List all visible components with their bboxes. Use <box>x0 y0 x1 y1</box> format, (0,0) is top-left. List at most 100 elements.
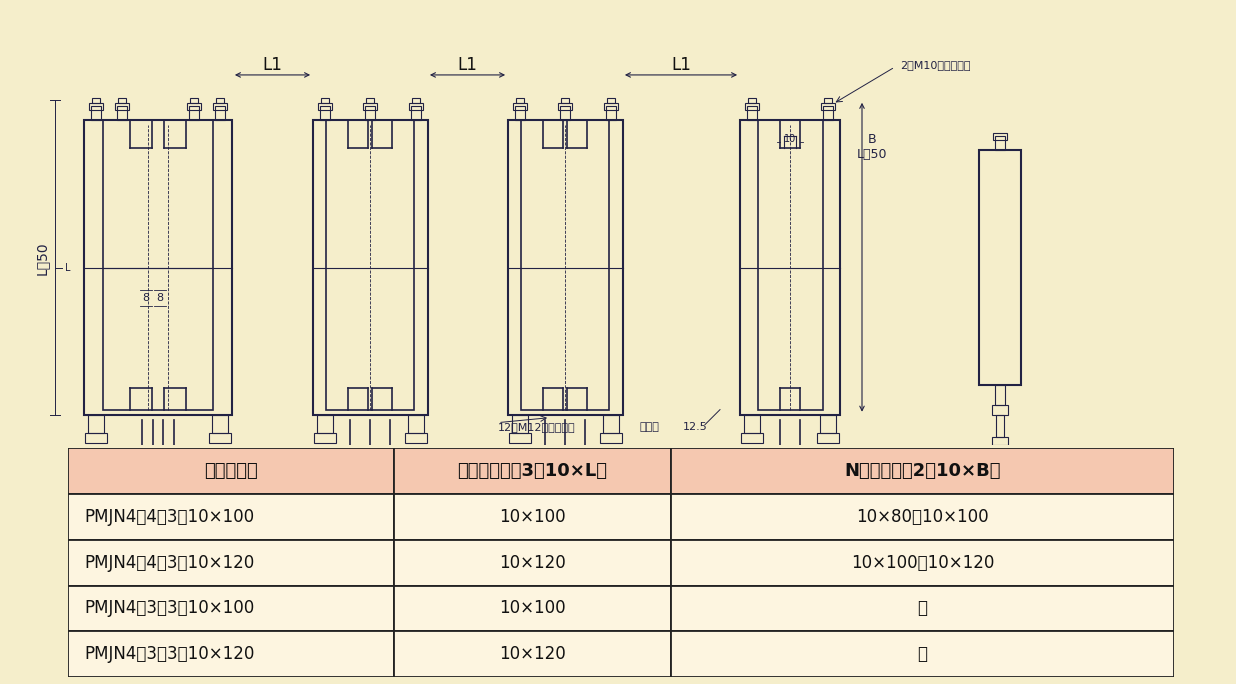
Bar <box>216 98 224 103</box>
Bar <box>995 136 1005 150</box>
Bar <box>823 106 833 120</box>
Bar <box>979 150 1021 384</box>
Text: 型号及规格: 型号及规格 <box>204 462 258 480</box>
Bar <box>742 432 763 443</box>
Bar <box>996 415 1004 436</box>
Bar <box>671 540 1174 586</box>
Text: 12.5: 12.5 <box>756 460 776 469</box>
Bar <box>89 103 103 110</box>
Bar <box>408 415 424 432</box>
Bar <box>512 415 528 432</box>
Text: L1: L1 <box>457 56 477 74</box>
Bar <box>326 120 414 410</box>
Text: 100: 100 <box>147 477 168 488</box>
Text: 12.5: 12.5 <box>126 460 146 469</box>
Bar <box>209 432 231 443</box>
Bar <box>671 586 1174 631</box>
Text: L＋50: L＋50 <box>857 148 887 161</box>
Text: PMJN4－3－3－10×120: PMJN4－3－3－10×120 <box>84 645 255 663</box>
Bar <box>394 448 671 494</box>
Bar <box>744 415 760 432</box>
Bar <box>117 106 127 120</box>
Bar <box>993 436 1009 445</box>
Text: －: － <box>917 645 927 663</box>
Text: 绹缘框: 绹缘框 <box>640 421 660 432</box>
Bar <box>993 133 1007 140</box>
Text: N母线规格（2－10×B）: N母线规格（2－10×B） <box>844 462 1001 480</box>
Text: 10×100、10×120: 10×100、10×120 <box>850 553 994 572</box>
Bar <box>313 120 428 415</box>
Bar <box>213 415 227 432</box>
Text: 10×120: 10×120 <box>499 553 566 572</box>
Bar <box>821 103 836 110</box>
Bar <box>91 106 101 120</box>
Text: 8: 8 <box>142 293 150 303</box>
Bar <box>560 106 570 120</box>
Bar <box>91 98 100 103</box>
Bar <box>745 103 759 110</box>
Text: L: L <box>66 263 70 273</box>
Bar <box>747 106 756 120</box>
Text: PMJN4－3－3－10×100: PMJN4－3－3－10×100 <box>84 599 255 618</box>
Text: PMJN4－4－3－10×100: PMJN4－4－3－10×100 <box>84 508 255 526</box>
Bar <box>365 106 375 120</box>
Bar <box>320 106 330 120</box>
Bar <box>405 432 426 443</box>
Bar <box>412 106 421 120</box>
Bar <box>215 106 225 120</box>
Bar <box>68 448 394 494</box>
Bar <box>314 432 336 443</box>
Bar <box>68 540 394 586</box>
Bar <box>740 120 840 415</box>
Text: L1: L1 <box>262 56 282 74</box>
Bar <box>363 103 377 110</box>
Bar <box>604 103 618 110</box>
Bar <box>607 98 616 103</box>
Text: 相母线规格（3－10×L）: 相母线规格（3－10×L） <box>457 462 608 480</box>
Text: 60: 60 <box>798 477 812 488</box>
Bar <box>599 432 622 443</box>
Bar <box>103 120 213 410</box>
Bar <box>84 120 232 415</box>
Bar <box>995 384 1005 405</box>
Text: 135: 135 <box>147 490 168 499</box>
Text: 10×120: 10×120 <box>499 645 566 663</box>
Bar <box>394 540 671 586</box>
Bar <box>189 106 199 120</box>
Bar <box>68 586 394 631</box>
Bar <box>606 106 616 120</box>
Text: 10×100: 10×100 <box>499 508 566 526</box>
Text: 12.5: 12.5 <box>790 460 810 469</box>
Bar <box>522 120 609 410</box>
Text: 2－M10六角头螺栓: 2－M10六角头螺栓 <box>900 60 970 70</box>
Text: 8: 8 <box>157 293 163 303</box>
Bar <box>115 103 129 110</box>
Bar <box>68 494 394 540</box>
Text: 10×80、10×100: 10×80、10×100 <box>857 508 989 526</box>
Text: 10×100: 10×100 <box>499 599 566 618</box>
Text: 10: 10 <box>784 134 796 144</box>
Bar <box>671 448 1174 494</box>
Bar <box>603 415 619 432</box>
Bar <box>513 103 527 110</box>
Bar <box>316 415 332 432</box>
Bar <box>515 98 524 103</box>
Text: 12.5: 12.5 <box>682 421 707 432</box>
Bar <box>412 98 420 103</box>
Text: PMJN4－4－3－10×120: PMJN4－4－3－10×120 <box>84 553 255 572</box>
Bar <box>394 631 671 677</box>
Bar <box>88 415 104 432</box>
Text: L1: L1 <box>671 56 691 74</box>
Bar <box>68 631 394 677</box>
Bar <box>85 432 108 443</box>
Bar <box>213 103 227 110</box>
Bar <box>409 103 423 110</box>
Bar <box>993 405 1009 415</box>
Bar <box>321 98 329 103</box>
Bar <box>508 120 623 415</box>
Text: 40: 40 <box>993 477 1007 488</box>
Bar <box>748 98 756 103</box>
Bar <box>824 98 832 103</box>
Bar <box>557 103 572 110</box>
Bar <box>190 98 198 103</box>
